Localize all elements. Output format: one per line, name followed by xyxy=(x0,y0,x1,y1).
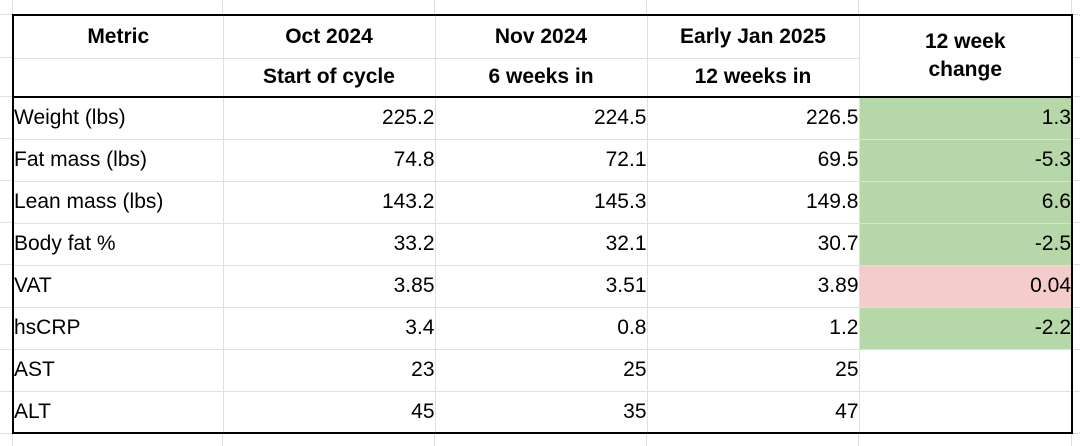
header-change[interactable]: 12 week change xyxy=(858,14,1073,98)
value-cell[interactable]: 72.1 xyxy=(434,138,648,182)
value-cell[interactable]: 25 xyxy=(434,348,648,392)
value-cell[interactable]: 224.5 xyxy=(434,96,648,140)
change-cell[interactable]: -5.3 xyxy=(858,138,1073,182)
table-row-ast: AST 23 25 25 xyxy=(12,348,1073,392)
value-cell[interactable]: 1.2 xyxy=(646,306,860,350)
value-cell[interactable]: 25 xyxy=(646,348,860,392)
header-change-label: 12 week change xyxy=(924,30,1006,81)
value-cell[interactable]: 30.7 xyxy=(646,222,860,266)
metric-cell[interactable]: Lean mass (lbs) xyxy=(12,180,224,224)
value-cell[interactable]: 32.1 xyxy=(434,222,648,266)
metric-cell[interactable]: Fat mass (lbs) xyxy=(12,138,224,182)
value-cell[interactable]: 0.8 xyxy=(434,306,648,350)
value-cell[interactable]: 3.85 xyxy=(222,264,436,308)
value-cell[interactable]: 3.89 xyxy=(646,264,860,308)
header-row-sublabels: Start of cycle 6 weeks in 12 weeks in xyxy=(12,57,1072,98)
value-cell[interactable]: 3.4 xyxy=(222,306,436,350)
value-cell[interactable]: 45 xyxy=(222,390,436,434)
table-row-hscrp: hsCRP 3.4 0.8 1.2 -2.2 xyxy=(12,306,1073,350)
change-cell[interactable]: 0.04 xyxy=(858,264,1073,308)
header-metric-empty[interactable] xyxy=(12,57,224,98)
table-row-lean-mass: Lean mass (lbs) 143.2 145.3 149.8 6.6 xyxy=(12,180,1073,224)
change-cell[interactable] xyxy=(858,390,1073,434)
metric-cell[interactable]: AST xyxy=(12,348,224,392)
metric-cell[interactable]: ALT xyxy=(12,390,224,434)
header-metric[interactable]: Metric xyxy=(12,14,224,59)
table-row-weight: Weight (lbs) 225.2 224.5 226.5 1.3 xyxy=(12,96,1073,140)
metric-cell[interactable]: hsCRP xyxy=(12,306,224,350)
table-row-fat-mass: Fat mass (lbs) 74.8 72.1 69.5 -5.3 xyxy=(12,138,1073,182)
header-sub-0[interactable]: Start of cycle xyxy=(222,57,436,98)
value-cell[interactable]: 69.5 xyxy=(646,138,860,182)
change-cell[interactable]: 1.3 xyxy=(858,96,1073,140)
metric-cell[interactable]: VAT xyxy=(12,264,224,308)
header-sub-1[interactable]: 6 weeks in xyxy=(434,57,648,98)
value-cell[interactable]: 226.5 xyxy=(646,96,860,140)
change-cell[interactable]: -2.2 xyxy=(858,306,1073,350)
header-row-periods: Metric Oct 2024 Nov 2024 Early Jan 2025 … xyxy=(12,14,1073,98)
value-cell[interactable]: 149.8 xyxy=(646,180,860,224)
change-cell[interactable]: 6.6 xyxy=(858,180,1073,224)
value-cell[interactable]: 35 xyxy=(434,390,648,434)
table-row-vat: VAT 3.85 3.51 3.89 0.04 xyxy=(12,264,1073,308)
change-cell[interactable] xyxy=(858,348,1073,392)
table-row-body-fat: Body fat % 33.2 32.1 30.7 -2.5 xyxy=(12,222,1073,266)
table-row-alt: ALT 45 35 47 xyxy=(12,390,1073,434)
change-cell[interactable]: -2.5 xyxy=(858,222,1073,266)
value-cell[interactable]: 3.51 xyxy=(434,264,648,308)
metrics-table: Metric Oct 2024 Nov 2024 Early Jan 2025 … xyxy=(12,14,1073,434)
value-cell[interactable]: 74.8 xyxy=(222,138,436,182)
value-cell[interactable]: 145.3 xyxy=(434,180,648,224)
value-cell[interactable]: 225.2 xyxy=(222,96,436,140)
value-cell[interactable]: 143.2 xyxy=(222,180,436,224)
value-cell[interactable]: 23 xyxy=(222,348,436,392)
header-period-0[interactable]: Oct 2024 xyxy=(222,14,436,59)
header-sub-2[interactable]: 12 weeks in xyxy=(646,57,860,98)
value-cell[interactable]: 33.2 xyxy=(222,222,436,266)
header-period-1[interactable]: Nov 2024 xyxy=(434,14,648,59)
header-period-2[interactable]: Early Jan 2025 xyxy=(646,14,860,59)
metric-cell[interactable]: Weight (lbs) xyxy=(12,96,224,140)
metric-cell[interactable]: Body fat % xyxy=(12,222,224,266)
value-cell[interactable]: 47 xyxy=(646,390,860,434)
